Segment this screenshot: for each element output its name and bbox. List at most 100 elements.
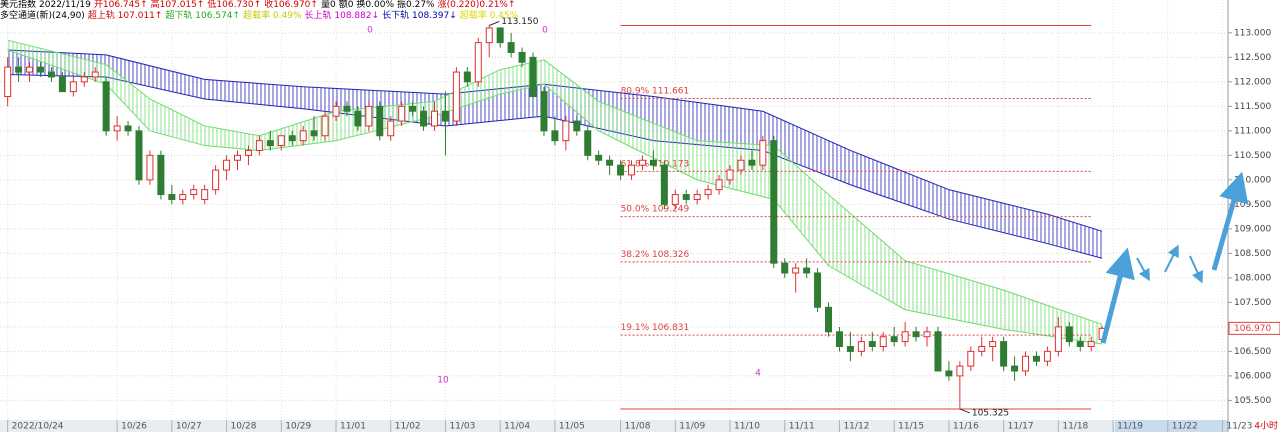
candle-body xyxy=(266,140,274,147)
header-item: 超载率 0.49% xyxy=(243,11,302,21)
candle-body xyxy=(4,66,12,98)
candle-body xyxy=(617,164,625,176)
header: 美元指数 2022/11/19 开106.745↑ 高107.015↑ 低106.730… xyxy=(0,0,521,22)
candle-body xyxy=(1011,365,1019,372)
candle-body xyxy=(124,125,132,132)
fib-value: 110.173 xyxy=(652,159,689,169)
candle-body xyxy=(693,194,701,200)
candle-body xyxy=(901,331,909,343)
candle-body xyxy=(288,135,296,142)
candle-body xyxy=(212,169,220,191)
x-tick-label: 11/09 xyxy=(679,422,705,432)
candle-body xyxy=(168,194,176,200)
candle-body xyxy=(179,194,187,200)
candle-body xyxy=(825,306,833,333)
candle-body xyxy=(671,194,679,205)
header-line: 多空通道(新)(24,90) 超上轨 107.011↑ 超下轨 106.574↑ 超载… xyxy=(0,11,521,22)
candle-body xyxy=(628,164,636,176)
candle-body xyxy=(978,345,986,352)
header-item: 超载率 0.45% xyxy=(459,11,519,21)
y-tick-label: 106.500 xyxy=(1234,347,1271,357)
candle-body xyxy=(584,130,592,156)
fib-label: 19.1% 106.831 xyxy=(621,323,690,333)
x-tick-label: 11/17 xyxy=(1008,422,1034,432)
candle-body xyxy=(1000,341,1008,367)
fib-value: 109.249 xyxy=(652,204,689,214)
candle-body xyxy=(989,341,997,347)
marker: 10 xyxy=(437,376,449,386)
fib-label: 50.0% 109.249 xyxy=(621,204,690,214)
candle-body xyxy=(474,42,482,83)
x-tick-label: 11/10 xyxy=(734,422,760,432)
band-fill xyxy=(7,49,1103,259)
fib-ratio: 38.2% xyxy=(621,249,650,259)
band-lower xyxy=(7,49,1103,345)
x-tick-label: 2022/10/24 xyxy=(12,422,64,432)
header-item: 换0.00% xyxy=(356,0,395,10)
candle-body xyxy=(748,159,756,166)
x-tick-label: 10/27 xyxy=(176,422,202,432)
candle-body xyxy=(638,159,646,166)
candle-body xyxy=(573,120,581,132)
fib-value: 106.831 xyxy=(652,323,689,333)
header-item: 量0 xyxy=(320,0,336,10)
candle-body xyxy=(190,189,198,196)
candle-body xyxy=(277,135,285,147)
x-tick-label: 10/29 xyxy=(285,422,311,432)
candle-body xyxy=(58,76,66,93)
forecast-arrows xyxy=(1100,171,1249,344)
candle-body xyxy=(234,154,242,161)
candle-body xyxy=(299,130,307,142)
candle-body xyxy=(540,91,548,132)
candle-body xyxy=(365,105,373,127)
candle-body xyxy=(846,345,854,352)
fib-ratio: 50.0% xyxy=(621,204,650,214)
candle-body xyxy=(792,267,800,274)
candle-body xyxy=(452,71,460,122)
y-tick-label: 109.000 xyxy=(1234,224,1271,234)
candle-body xyxy=(660,164,668,205)
candle-body xyxy=(146,154,154,181)
candle-body xyxy=(529,56,537,98)
candle-body xyxy=(912,331,920,338)
x-tick-label: 11/03 xyxy=(449,422,475,432)
candle-body xyxy=(398,105,406,122)
candle-body xyxy=(682,194,690,200)
x-tick-label: 10/28 xyxy=(231,422,257,432)
candle-body xyxy=(47,71,55,78)
x-tick-label: 11/01 xyxy=(340,422,366,432)
extreme-label: 105.325 xyxy=(972,408,1009,418)
header-item: 多空通道(新)(24,90) xyxy=(0,11,85,21)
candle-body xyxy=(91,71,99,78)
candle-body xyxy=(255,140,263,151)
y-tick-label: 108.500 xyxy=(1234,249,1271,259)
x-tick-label: 11/11 xyxy=(789,422,815,432)
candle-body xyxy=(923,331,931,338)
candle-body xyxy=(934,331,942,372)
candle-body xyxy=(759,140,767,166)
header-item: 长上轨 108.882↓ xyxy=(304,11,380,21)
candle-body xyxy=(441,110,449,122)
fib-value: 108.326 xyxy=(652,249,689,259)
candle-body xyxy=(814,272,822,308)
candle-body xyxy=(69,81,77,93)
candle-body xyxy=(420,110,428,127)
forecast-arrow xyxy=(1211,171,1249,271)
candle-body xyxy=(956,365,964,377)
forecast-arrow xyxy=(1164,244,1179,273)
candle-body xyxy=(781,262,789,274)
candle-body xyxy=(562,120,570,142)
y-tick-label: 105.500 xyxy=(1234,396,1271,406)
candle-body xyxy=(507,42,515,53)
candle-body xyxy=(1022,355,1030,372)
candle-body xyxy=(485,27,493,44)
candle-body xyxy=(496,27,504,44)
header-item: 2022/11/19 xyxy=(39,0,91,10)
x-tick-label: 11/22 xyxy=(1172,422,1198,432)
candle-body xyxy=(1087,341,1095,347)
leader xyxy=(489,21,500,26)
candle-body xyxy=(770,140,778,264)
y-tick-label: 107.500 xyxy=(1234,298,1271,308)
header-item: 额0 xyxy=(338,0,354,10)
